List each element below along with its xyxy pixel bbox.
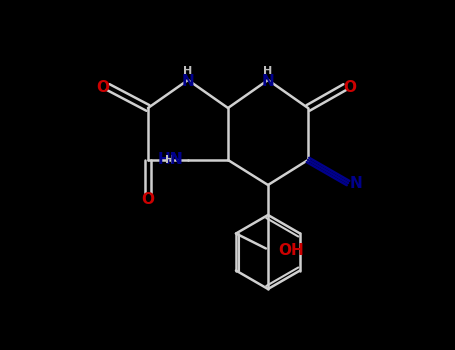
Text: N: N (262, 74, 274, 89)
Text: O: O (344, 79, 357, 94)
Text: HN: HN (157, 153, 183, 168)
Text: O: O (96, 79, 110, 94)
Text: N: N (182, 74, 194, 89)
Text: N: N (169, 153, 182, 168)
Text: OH: OH (278, 243, 303, 258)
Text: H: H (183, 66, 192, 76)
Text: H: H (165, 155, 174, 165)
Text: H: H (263, 66, 273, 76)
Text: N: N (349, 175, 362, 190)
Text: O: O (142, 193, 155, 208)
